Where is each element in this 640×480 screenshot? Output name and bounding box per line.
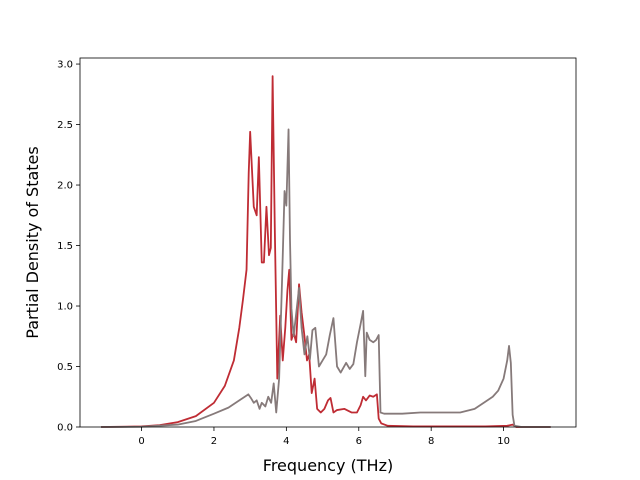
series-layer <box>100 75 551 428</box>
y-axis-label: Partial Density of States <box>23 146 42 338</box>
x-tick-label: 2 <box>211 436 217 447</box>
x-tick-label: 0 <box>138 436 144 447</box>
x-tick-label: 4 <box>283 436 289 447</box>
y-tick-label: 2.0 <box>57 181 73 192</box>
x-axis: 0 2 4 6 8 10 <box>138 427 510 447</box>
series-line-2 <box>100 128 551 428</box>
y-tick-label: 0.0 <box>57 423 73 434</box>
y-axis: 0.0 0.5 1.0 1.5 2.0 2.5 3.0 <box>57 60 80 434</box>
y-tick-label: 3.0 <box>57 60 73 71</box>
x-tick-label: 6 <box>356 436 362 447</box>
y-tick-label: 0.5 <box>57 362 73 373</box>
plot-frame <box>79 57 577 428</box>
y-tick-label: 2.5 <box>57 120 73 131</box>
x-tick-label: 10 <box>497 436 510 447</box>
series-line-1 <box>100 75 551 428</box>
y-tick-label: 1.0 <box>57 302 73 313</box>
x-axis-label: Frequency (THz) <box>263 456 393 475</box>
y-tick-label: 1.5 <box>57 241 73 252</box>
x-tick-label: 8 <box>428 436 434 447</box>
